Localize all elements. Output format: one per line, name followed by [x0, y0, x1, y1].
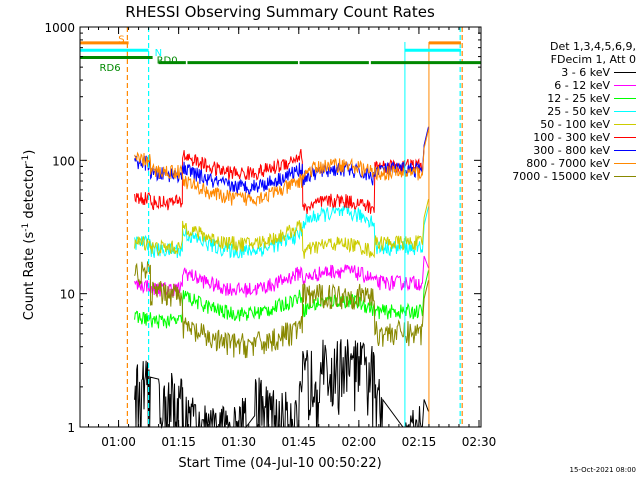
bar-label-n: N — [155, 48, 162, 59]
legend-header-line-2: FDecim 1, Att 0 — [550, 53, 636, 66]
legend-entry: 12 - 25 keV — [488, 92, 636, 105]
legend-entry-swatch — [614, 72, 636, 73]
legend-entry: 50 - 100 keV — [488, 118, 636, 131]
series-800-7000-kevline — [134, 129, 429, 207]
series-3-6-kevline — [134, 339, 429, 429]
legend-entry-swatch — [614, 98, 636, 99]
legend-entry-swatch — [614, 124, 636, 125]
x-tick-label: 01:30 — [221, 435, 256, 449]
series-300-800-kevline — [134, 126, 429, 195]
legend-entry-label: 25 - 50 keV — [547, 105, 610, 118]
legend-entry: 300 - 800 keV — [488, 144, 636, 157]
x-tick-label: 01:00 — [101, 435, 136, 449]
legend-entry: 800 - 7000 keV — [488, 157, 636, 170]
legend: Det 1,3,4,5,6,9, FDecim 1, Att 0 3 - 6 k… — [488, 40, 636, 183]
footer-timestamp: 15-Oct-2021 08:00 — [569, 466, 636, 474]
legend-entry-swatch — [614, 150, 636, 151]
marker-group — [126, 27, 463, 427]
legend-entry: 100 - 300 keV — [488, 131, 636, 144]
x-tick-label: 02:30 — [462, 435, 497, 449]
legend-entry-label: 50 - 100 keV — [540, 118, 610, 131]
legend-entry-label: 300 - 800 keV — [533, 144, 610, 157]
y-tick-label: 100 — [52, 154, 75, 168]
series-group — [134, 126, 429, 429]
bar-label-s: S — [118, 34, 124, 45]
bar-label-rd0: RD0 — [157, 56, 178, 67]
y-axis-label: Count Rate (s-1 detector-1) — [21, 150, 37, 321]
series-7000-15000-kevline — [134, 261, 429, 359]
x-tick-label: 02:00 — [342, 435, 377, 449]
series-6-12-kevline — [134, 255, 429, 298]
legend-entry-swatch — [614, 137, 636, 138]
y-tick-label: 10 — [60, 288, 75, 302]
legend-header-line-1: Det 1,3,4,5,6,9, — [549, 40, 636, 53]
x-tick-label: 02:15 — [402, 435, 437, 449]
legend-entry-label: 12 - 25 keV — [547, 92, 610, 105]
legend-entry-label: 7000 - 15000 keV — [512, 170, 610, 183]
legend-entry-label: 3 - 6 keV — [561, 66, 610, 79]
series-25-50-kevline — [134, 205, 429, 259]
chart-title: RHESSI Observing Summary Count Rates — [125, 3, 435, 21]
plot-frame — [79, 26, 482, 428]
x-axis-label: Start Time (04-Jul-10 00:50:22) — [178, 456, 381, 471]
y-tick-label: 1000 — [44, 21, 75, 35]
legend-entry-swatch — [614, 176, 636, 177]
axes-group: 01:00 01:15 01:30 01:45 02:00 02:15 02:30 1 10 10… — [44, 21, 496, 449]
legend-entry: 25 - 50 keV — [488, 105, 636, 118]
legend-entry: 6 - 12 keV — [488, 79, 636, 92]
legend-entry-label: 100 - 300 keV — [533, 131, 610, 144]
legend-entry-label: 800 - 7000 keV — [526, 157, 610, 170]
series-50-100-kevline — [134, 198, 429, 259]
legend-entry-label: 6 - 12 keV — [554, 79, 610, 92]
bar-label-rd6: RD6 — [100, 63, 121, 74]
legend-entry-swatch — [614, 111, 636, 112]
legend-entry: 7000 - 15000 keV — [488, 170, 636, 183]
legend-entry-swatch — [614, 163, 636, 164]
legend-entry: 3 - 6 keV — [488, 66, 636, 79]
x-tick-label: 01:15 — [161, 435, 196, 449]
legend-entry-swatch — [614, 85, 636, 86]
y-tick-label: 1 — [67, 421, 75, 435]
x-tick-label: 01:45 — [281, 435, 316, 449]
